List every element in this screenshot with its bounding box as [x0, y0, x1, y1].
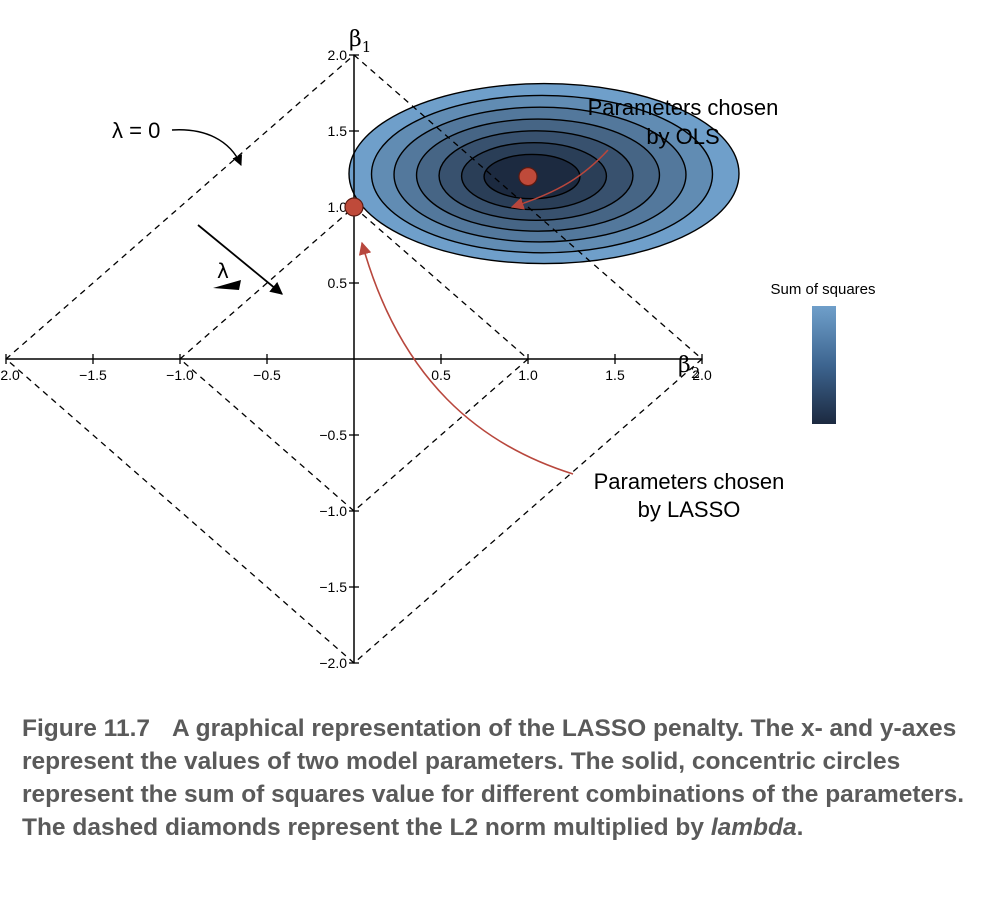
axes: −2.0 −1.5 −1.0 −0.5 0.5 1.0 1.5 2.0 2.0 1.5 1.0 0.… — [0, 27, 712, 671]
lambda-zero-arrow — [171, 129, 242, 166]
caption-end: . — [796, 814, 804, 841]
x-tick-label: −0.5 — [253, 367, 281, 383]
lasso-point — [344, 197, 364, 217]
ols-annotation-line-2: by OLS — [646, 124, 719, 149]
y-tick-label: 2.0 — [328, 47, 348, 63]
lasso-annotation-line-1: Parameters chosen — [594, 469, 785, 494]
lasso-annotation-line-2: by LASSO — [638, 497, 741, 522]
lasso-annotation: Parameters chosen by LASSO — [358, 241, 785, 522]
y-tick-label: −1.0 — [319, 503, 347, 519]
x-axis-label: β2 — [678, 353, 700, 382]
ols-point — [518, 167, 538, 187]
y-tick-label: 0.5 — [328, 275, 348, 291]
x-tick-label: 1.5 — [605, 367, 625, 383]
x-tick-label: −1.5 — [79, 367, 107, 383]
colorbar: Sum of squares — [770, 281, 876, 424]
y-tick-label: 1.5 — [328, 123, 348, 139]
lambda-zero-annotation: λ = 0 — [112, 118, 242, 166]
caption-text: A graphical representation of the LASSO … — [22, 715, 965, 841]
caption-figure-number: Figure 11.7 — [22, 715, 151, 742]
lambda-annotation: λ — [197, 224, 283, 295]
x-tick-label: −2.0 — [0, 367, 20, 383]
y-axis-ticks: 2.0 1.5 1.0 0.5 −0.5 −1.0 −1.5 −2.0 — [319, 47, 359, 671]
caption-emphasis: lambda — [710, 814, 797, 841]
ols-annotation-line-1: Parameters chosen — [588, 95, 779, 120]
sum-of-squares-contours — [348, 82, 740, 265]
y-tick-label: −1.5 — [319, 579, 347, 595]
ols-arrow — [510, 149, 609, 210]
y-tick-label: 1.0 — [328, 199, 348, 215]
lasso-penalty-figure: −2.0 −1.5 −1.0 −0.5 0.5 1.0 1.5 2.0 2.0 1.5 1.0 0.… — [0, 27, 876, 671]
x-tick-label: 2.0 — [692, 367, 712, 383]
lambda-wedge-icon — [213, 280, 241, 290]
lambda-label: λ — [217, 259, 229, 283]
x-tick-label: 0.5 — [431, 367, 451, 383]
colorbar-gradient — [812, 306, 836, 424]
y-tick-label: −0.5 — [319, 427, 347, 443]
colorbar-title: Sum of squares — [770, 281, 875, 298]
lambda-direction-arrow — [197, 224, 283, 295]
x-tick-label: −1.0 — [166, 367, 194, 383]
lambda-zero-label: λ = 0 — [112, 118, 160, 143]
figure-caption: Figure 11.7 A graphical representation of… — [22, 712, 977, 844]
ols-annotation: Parameters chosen by OLS — [510, 95, 779, 210]
y-axis-label: β1 — [349, 27, 371, 56]
lasso-arrow — [358, 241, 574, 475]
x-tick-label: 1.0 — [518, 367, 538, 383]
x-axis-ticks: −2.0 −1.5 −1.0 −0.5 0.5 1.0 1.5 2.0 — [0, 354, 712, 383]
y-tick-label: −2.0 — [319, 655, 347, 671]
